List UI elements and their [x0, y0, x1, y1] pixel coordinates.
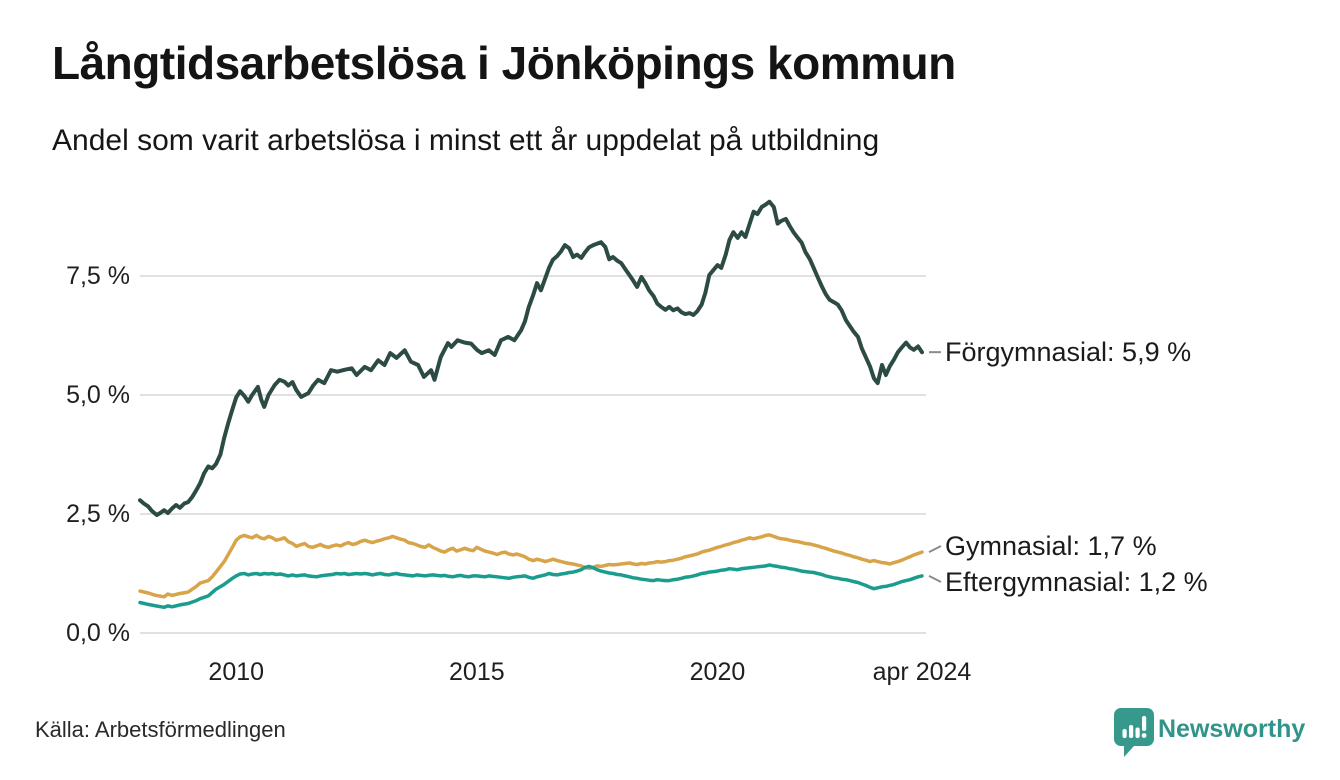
y-tick-label: 7,5 % — [66, 262, 130, 290]
series-end-label-eftergymnasial: Eftergymnasial: 1,2 % — [945, 566, 1208, 597]
series-line-forgymnasial — [138, 199, 924, 517]
source-note: Källa: Arbetsförmedlingen — [35, 717, 286, 742]
newsworthy-logo: Newsworthy — [1112, 706, 1312, 762]
y-tick-label: 5,0 % — [66, 381, 130, 409]
x-tick-label: 2015 — [449, 658, 505, 686]
x-tick-label: 2010 — [208, 658, 265, 686]
logo-exclamation-dot — [1141, 733, 1147, 738]
series-line-eftergymnasial — [138, 563, 924, 610]
y-tick-label: 0,0 % — [66, 619, 130, 647]
y-tick-label: 2,5 % — [66, 500, 130, 528]
x-tick-label: 2020 — [689, 658, 746, 686]
logo-bar-3 — [1135, 727, 1140, 738]
logo-exclamation-bar — [1142, 716, 1147, 731]
page-subtitle: Andel som varit arbetslösa i minst ett å… — [52, 124, 880, 157]
logo-bar-2 — [1129, 725, 1134, 738]
series-end-label-forgymnasial: Förgymnasial: 5,9 % — [945, 337, 1192, 368]
logo-bar-1 — [1122, 729, 1127, 738]
x-tick-label: apr 2024 — [872, 658, 972, 686]
page-title: Långtidsarbetslösa i Jönköpings kommun — [52, 37, 956, 89]
label-leader-line — [928, 545, 942, 553]
label-leader-line — [928, 574, 942, 583]
brand-wordmark: Newsworthy — [1158, 715, 1306, 743]
series-end-label-gymnasial: Gymnasial: 1,7 % — [945, 530, 1157, 561]
newsworthy-logo-icon — [1114, 708, 1154, 757]
series-line-gymnasial — [138, 533, 924, 599]
